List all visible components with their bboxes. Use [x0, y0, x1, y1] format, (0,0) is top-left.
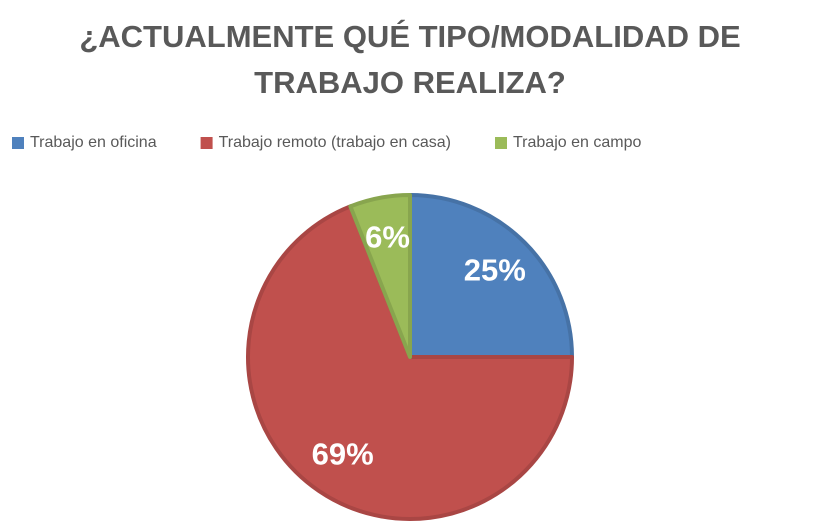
legend-label: Trabajo en oficina	[30, 134, 157, 151]
pie-slice	[348, 193, 412, 359]
data-label: 25%	[464, 252, 526, 287]
data-label: 69%	[312, 436, 374, 471]
legend-swatch	[12, 137, 24, 149]
data-label: 6%	[365, 219, 410, 254]
legend-label: Trabajo remoto (trabajo en casa)	[219, 134, 451, 151]
pie-slice	[246, 204, 574, 521]
pie-slice	[408, 193, 574, 359]
chart-title: ¿ACTUALMENTE QUÉ TIPO/MODALIDAD DE TRABA…	[79, 19, 741, 100]
legend-label: Trabajo en campo	[513, 134, 641, 151]
legend-swatch	[495, 137, 507, 149]
legend-swatch	[200, 137, 213, 149]
